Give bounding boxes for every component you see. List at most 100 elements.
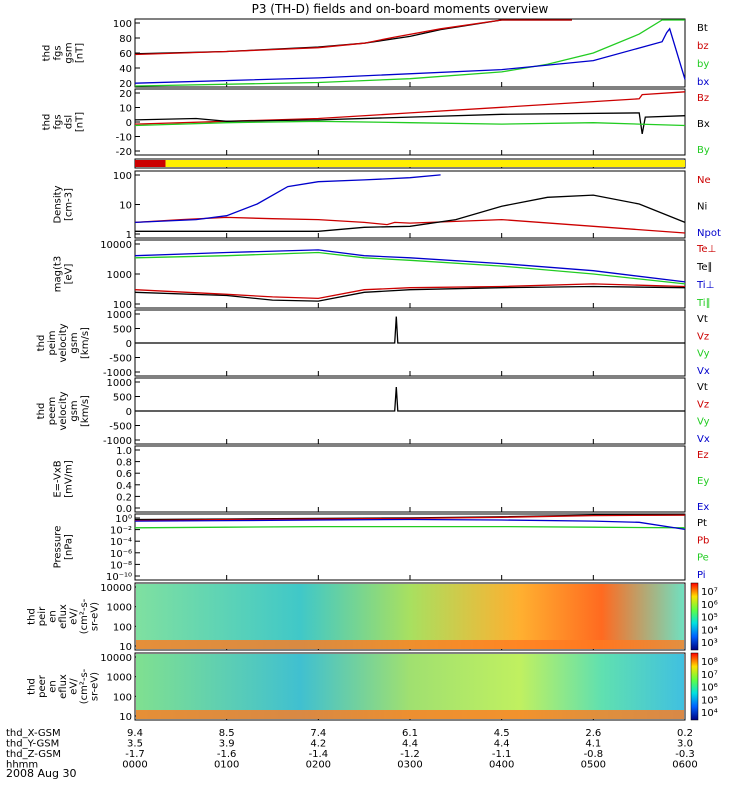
heatmap-lowband [136,640,684,649]
panel-frame [134,239,686,309]
y-tick-label: 20 [119,89,132,100]
series-line-3 [134,27,686,84]
legend-label: Vy [697,349,710,360]
y-tick-label: 500 [113,393,132,404]
heatmap-lowband [136,710,684,719]
y-axis-label: thd [26,678,37,695]
x-row-value: 4.1 [585,739,601,750]
figure-title: P3 (TH-D) fields and on-board moments ov… [252,2,549,16]
legend-label: Npot [697,228,721,239]
legend-label: Vt [697,314,708,325]
x-row-value: 8.5 [219,728,235,739]
y-tick-label: -1000 [103,436,132,447]
y-axis-label: fgs [53,45,64,60]
series-line-0 [134,216,686,234]
colorbar-label: 10⁴ [701,708,718,719]
x-row-value: 7.4 [310,728,326,739]
x-row-value: -0.8 [584,749,604,760]
panel-frame [134,170,686,239]
y-tick-label: 10 [119,642,132,653]
y-axis-label: (cm²-s- [79,668,90,704]
x-row-value: 0000 [122,760,147,771]
x-row-value: -1.2 [400,749,420,760]
y-axis-label: dsl [64,115,75,129]
legend-label: Bx [697,119,710,130]
x-row-value: 4.4 [494,739,510,750]
legend-label: Ti∥ [696,298,711,309]
y-axis-label: [nT] [75,43,86,63]
y-axis-label: [nT] [75,112,86,132]
y-tick-label: 60 [119,49,132,60]
y-tick-label: 40 [119,64,132,75]
y-tick-label: 10000 [100,583,132,594]
legend-label: Bt [697,23,708,34]
y-tick-label: 100 [113,622,132,633]
y-tick-label: 500 [113,325,132,336]
y-tick-label: 0.2 [116,492,132,503]
y-tick-label: 10 [119,712,132,723]
y-axis-label: thd [26,608,37,625]
legend-label: by [697,59,709,70]
y-tick-label: 10⁻¹⁰ [106,572,132,583]
x-row-value: 3.0 [677,739,693,750]
y-tick-label: 80 [119,34,132,45]
y-tick-label: 1000 [107,310,132,321]
legend-label: Pe [697,553,709,564]
y-tick-label: 1000 [107,603,132,614]
y-axis-label: fgs [53,114,64,129]
y-tick-label: 0 [126,339,132,350]
y-axis-label: gsm [69,400,80,421]
y-axis-label: gsm [69,332,80,353]
y-axis-label: eV/ [69,608,80,625]
colorbar-label: 10⁷ [701,670,718,681]
x-row-value: 4.4 [402,739,418,750]
colorbar-label: 10⁵ [701,695,718,706]
series-line-2 [134,174,441,224]
y-axis-label: peer [37,674,48,698]
y-tick-label: 100 [113,300,132,311]
y-axis-label: (cm²-s- [79,598,90,634]
x-row-value: -1.6 [217,749,237,760]
y-tick-label: 1.0 [116,446,132,457]
x-row-value: -1.7 [125,749,145,760]
y-axis-label: Density [53,185,64,223]
colorbar-label: 10⁵ [701,613,718,624]
y-tick-label: 0 [126,118,132,129]
x-row-value: 3.5 [127,739,143,750]
y-tick-label: 1000 [107,270,132,281]
legend-label: Ez [697,450,709,461]
y-tick-label: 10 [119,201,132,212]
y-tick-label: 100 [113,171,132,182]
x-row-value: 9.4 [127,728,143,739]
series-line-0 [134,19,572,55]
colorbar [690,652,699,721]
y-axis-label: en [47,610,58,623]
x-row-value: 2.6 [585,728,601,739]
legend-label: bz [697,41,709,52]
y-axis-label: velocity [58,391,69,430]
panel-0: thd fgs gsm [nT] 100 80 60 40 20 Bt bz by bx [42,18,709,90]
y-tick-label: 10⁻⁸ [110,560,132,571]
legend-label: Vx [697,434,710,445]
y-axis-label: peim [47,330,58,355]
series-line-1 [134,514,686,522]
y-axis-label: eV/ [69,678,80,695]
y-axis-label: thd [42,45,53,62]
y-tick-label: 10000 [100,240,132,251]
x-row-value: 0300 [397,760,422,771]
series-line-1 [135,194,686,232]
y-tick-label: 10 [119,104,132,115]
y-tick-label: 20 [119,79,132,90]
colorbar-label: 10³ [701,638,718,649]
x-row-label: thd_Y-GSM [6,739,59,750]
panel-frame [134,18,686,88]
series-line-0 [134,91,686,125]
y-tick-label: 1000 [107,673,132,684]
series-line-3 [134,251,686,285]
y-tick-label: 10⁰ [115,514,132,525]
x-row-value: 0500 [581,760,606,771]
y-tick-label: 10⁻⁶ [110,549,132,560]
legend-label: Pb [697,535,709,546]
legend-label: Te∥ [696,262,713,273]
